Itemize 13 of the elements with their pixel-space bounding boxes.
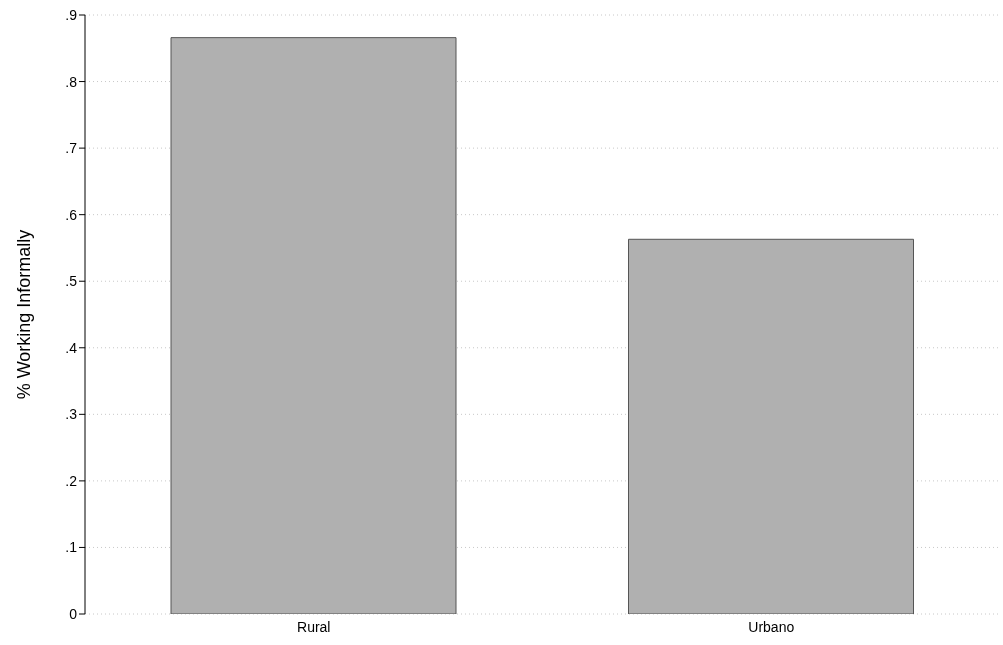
y-tick-label: .2 <box>65 472 78 489</box>
x-tick-label: Rural <box>297 618 331 635</box>
y-tick-label: .6 <box>65 206 78 223</box>
y-tick-label: .1 <box>65 539 78 556</box>
y-tick-label: .9 <box>65 6 78 23</box>
y-tick-label: .7 <box>65 140 78 157</box>
y-tick-label: .8 <box>65 73 78 90</box>
y-tick-label: .4 <box>65 339 78 356</box>
y-tick-label: .3 <box>65 406 78 423</box>
y-tick-label: 0 <box>69 605 78 622</box>
y-tick-label: .5 <box>65 273 78 290</box>
x-tick-label: Urbano <box>748 618 795 635</box>
y-axis-title: % Working Informally <box>14 229 35 400</box>
